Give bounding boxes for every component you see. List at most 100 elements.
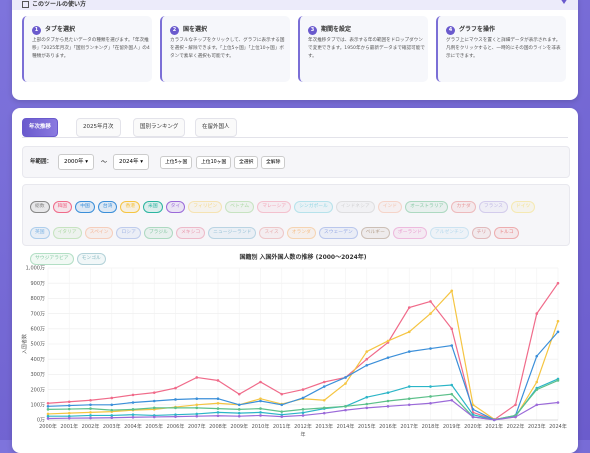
country-chip[interactable]: ドイツ bbox=[510, 201, 536, 213]
data-point bbox=[89, 411, 92, 414]
country-chip[interactable]: サウジアラビア bbox=[30, 253, 74, 265]
x-tick-label: 2017年 bbox=[400, 423, 418, 430]
data-point bbox=[152, 406, 156, 410]
data-point bbox=[152, 415, 156, 419]
step-title-text: タブを選択 bbox=[45, 26, 76, 33]
range-label: 年範囲： bbox=[30, 159, 53, 165]
chevron[interactable] bbox=[560, 0, 568, 4]
country-chip[interactable]: アルゼンチン bbox=[429, 227, 469, 239]
year-to[interactable]: 2024年 ▾ bbox=[113, 154, 150, 170]
data-point bbox=[152, 399, 156, 403]
y-tick-label: 500万 bbox=[30, 342, 45, 348]
data-point bbox=[429, 395, 432, 398]
data-point bbox=[280, 413, 284, 416]
country-chip[interactable]: トルコ bbox=[494, 227, 519, 239]
data-point bbox=[386, 405, 390, 408]
country-chip[interactable]: チリ bbox=[471, 227, 492, 239]
country-chip[interactable]: カナダ bbox=[451, 201, 476, 213]
tab[interactable]: 年次推移 bbox=[22, 118, 59, 137]
y-tick-label: 700万 bbox=[30, 311, 45, 317]
step-text: グラフ上にマウスを置くと詳細データが表示されます。凡例をクリックすると、一時的に… bbox=[446, 38, 561, 59]
data-point bbox=[322, 380, 326, 384]
step-number: 1 bbox=[32, 26, 41, 35]
country-chip[interactable]: 中国 bbox=[75, 201, 95, 213]
range-button[interactable]: 全選択 bbox=[234, 156, 259, 169]
data-point bbox=[174, 413, 177, 416]
data-point bbox=[110, 396, 114, 400]
country-chip[interactable]: オーストラリア bbox=[405, 201, 449, 213]
country-chip[interactable]: ベルギー bbox=[360, 227, 390, 239]
range-sep: 〜 bbox=[101, 159, 108, 166]
data-point bbox=[556, 319, 560, 323]
country-chip[interactable]: ポーランド bbox=[392, 227, 427, 239]
data-point bbox=[110, 408, 114, 412]
data-point bbox=[259, 380, 262, 384]
country-chip[interactable]: 台湾 bbox=[97, 201, 118, 213]
data-point bbox=[237, 403, 241, 407]
x-tick-label: 2023年 bbox=[528, 423, 546, 430]
x-tick-label: 2003年 bbox=[103, 423, 121, 430]
x-tick-label: 2015年 bbox=[358, 423, 376, 430]
country-chip[interactable]: インド bbox=[377, 201, 403, 213]
tab[interactable]: 在留外国人 bbox=[195, 118, 237, 137]
country-chip[interactable]: タイ bbox=[165, 201, 186, 213]
country-chip[interactable]: オランダ bbox=[286, 227, 316, 239]
country-chip[interactable]: ベトナム bbox=[225, 201, 255, 213]
country-chip[interactable]: スペイン bbox=[84, 227, 114, 239]
data-point bbox=[344, 376, 347, 379]
step-number: 4 bbox=[446, 26, 455, 35]
data-point bbox=[450, 398, 454, 402]
data-point bbox=[429, 385, 432, 388]
data-point bbox=[386, 339, 390, 343]
step-card: 4 グラフを操作 グラフ上にマウスを置くと詳細データが表示されます。凡例をクリックす… bbox=[436, 16, 566, 82]
data-point bbox=[259, 411, 262, 414]
country-chip[interactable]: フィリピン bbox=[188, 201, 223, 213]
country-chip[interactable]: 総数 bbox=[30, 201, 50, 213]
data-point bbox=[450, 383, 454, 387]
data-point bbox=[322, 411, 326, 415]
country-chip[interactable]: 米国 bbox=[143, 201, 163, 213]
country-chip[interactable]: 香港 bbox=[120, 201, 141, 213]
data-point bbox=[131, 415, 135, 419]
data-point bbox=[67, 414, 71, 418]
step-text: 年次推移タブでは、表示する年の範囲をドロップダウンで変更できます。1950年から… bbox=[308, 38, 425, 59]
data-point bbox=[280, 403, 284, 407]
range-button[interactable]: 全解除 bbox=[261, 156, 286, 169]
country-chip[interactable]: イタリア bbox=[52, 227, 82, 239]
data-point bbox=[195, 406, 199, 410]
country-chip[interactable]: ブラジル bbox=[143, 227, 173, 239]
chart-title: 国籍別 入国外国人数の推移 (2000〜2024年) bbox=[239, 253, 366, 261]
country-chip[interactable]: フランス bbox=[478, 201, 508, 213]
country-chip[interactable]: ロシア bbox=[116, 227, 141, 239]
tab[interactable]: 2025年月次 bbox=[76, 118, 121, 137]
country-chip[interactable]: ニュージーランド bbox=[208, 227, 257, 239]
data-point bbox=[450, 392, 454, 396]
country-chip[interactable]: シンガポール bbox=[294, 201, 333, 213]
range-button[interactable]: 上位10ヶ国 bbox=[196, 156, 232, 169]
data-point bbox=[556, 379, 560, 382]
country-chip[interactable]: インドネシア bbox=[335, 201, 375, 213]
country-chip[interactable]: 韓国 bbox=[52, 201, 73, 213]
step-title: 1 タブを選択 bbox=[32, 24, 75, 35]
country-chip[interactable]: メキシコ bbox=[175, 227, 206, 239]
country-chip[interactable]: モンゴル bbox=[76, 253, 106, 265]
data-point bbox=[67, 407, 71, 411]
guide-header[interactable] bbox=[12, 0, 578, 10]
year-from[interactable]: 2000年 ▾ bbox=[58, 154, 95, 170]
y-tick-label: 200万 bbox=[30, 387, 45, 393]
data-point bbox=[386, 356, 390, 359]
year-to-text: 2024年 bbox=[119, 159, 139, 165]
page: このツールの使い方 1 タブを選択 上部のタブから見たいデータの種類を選びます。「年… bbox=[0, 0, 590, 440]
data-point bbox=[195, 414, 199, 418]
tab[interactable]: 国別ランキング bbox=[133, 118, 186, 137]
country-chip[interactable]: 英国 bbox=[30, 227, 50, 239]
country-chip[interactable]: スイス bbox=[259, 227, 284, 239]
country-chip[interactable]: マレーシア bbox=[257, 201, 292, 213]
range-button[interactable]: 上位5ヶ国 bbox=[160, 156, 193, 169]
data-point bbox=[365, 357, 369, 361]
country-chip[interactable]: スウェーデン bbox=[318, 227, 358, 239]
data-point bbox=[89, 416, 92, 420]
data-point bbox=[259, 399, 262, 403]
data-point bbox=[46, 405, 50, 408]
data-point bbox=[67, 404, 71, 407]
